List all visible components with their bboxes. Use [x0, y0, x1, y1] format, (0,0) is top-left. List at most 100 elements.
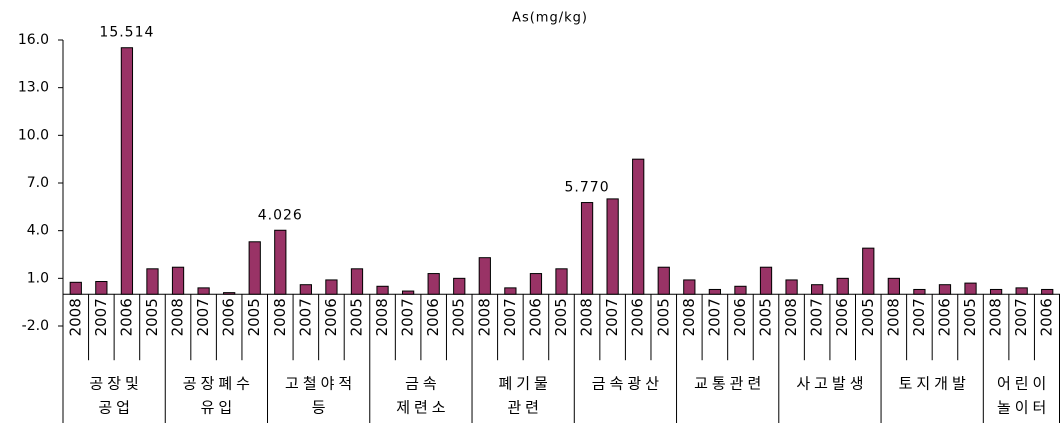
bar — [504, 287, 517, 295]
bar — [836, 277, 849, 295]
bar — [427, 273, 440, 295]
x-tick-label: 2008 — [169, 298, 187, 336]
x-tick-label: 2006 — [833, 298, 851, 336]
bar — [708, 288, 722, 295]
group-label: 제련소 — [396, 399, 449, 417]
x-tick-label: 2006 — [322, 298, 340, 336]
group-label: 토지개발 — [899, 375, 970, 393]
group-label: 공업 — [98, 399, 134, 417]
bar — [197, 287, 210, 295]
bar — [683, 279, 696, 295]
bar — [785, 279, 798, 295]
x-tick-label: 2005 — [450, 298, 468, 336]
x-tick-label: 2005 — [961, 298, 979, 336]
group-label: 금속 — [405, 375, 441, 393]
x-tick-label: 2005 — [245, 298, 263, 336]
bar — [1041, 288, 1054, 295]
bar — [555, 268, 568, 295]
bar — [453, 277, 466, 295]
y-tick-label: 4.0 — [27, 223, 49, 239]
y-tick-label: 16.0 — [18, 32, 49, 48]
x-tick-label: 2008 — [66, 298, 84, 336]
x-tick-label: 2007 — [194, 298, 212, 336]
bar — [1015, 287, 1028, 295]
bar — [964, 282, 977, 295]
bar — [632, 158, 645, 295]
x-tick-label: 2006 — [424, 298, 442, 336]
group-label: 어린이 — [997, 375, 1050, 393]
bar — [171, 266, 185, 295]
bar — [478, 257, 491, 295]
x-tick-label: 2008 — [987, 298, 1005, 336]
group-label: 등 — [312, 399, 330, 417]
x-tick-label: 2005 — [859, 298, 877, 336]
x-tick-label: 2007 — [296, 298, 314, 336]
bar — [325, 279, 338, 295]
chart-title: As(mg/kg) — [512, 11, 588, 26]
x-tick-label: 2006 — [935, 298, 953, 336]
x-tick-label: 2006 — [117, 298, 135, 336]
bar — [529, 273, 543, 295]
x-tick-label: 2005 — [552, 298, 570, 336]
y-tick-label: 10.0 — [18, 127, 49, 143]
bar — [376, 285, 389, 295]
x-tick-label: 2006 — [220, 298, 238, 336]
x-tick-label: 2006 — [629, 298, 647, 336]
group-label: 공장및 — [89, 375, 142, 393]
x-tick-label: 2005 — [757, 298, 775, 336]
bar — [759, 266, 773, 295]
x-tick-label: 2007 — [910, 298, 928, 336]
group-label: 공장폐수 — [183, 375, 254, 393]
bar — [913, 288, 926, 295]
x-tick-label: 2005 — [654, 298, 672, 336]
bar — [657, 266, 670, 295]
x-tick-label: 2007 — [603, 298, 621, 336]
bar — [146, 268, 159, 295]
x-tick-label: 2007 — [399, 298, 417, 336]
x-tick-label: 2006 — [731, 298, 749, 336]
x-tick-label: 2008 — [884, 298, 902, 336]
bar — [350, 268, 364, 295]
bar — [120, 47, 134, 295]
group-label: 관련 — [507, 399, 543, 417]
group-label: 교통관련 — [694, 375, 765, 393]
x-tick-label: 2007 — [808, 298, 826, 336]
bar — [989, 288, 1003, 295]
group-label: 폐기물 — [498, 375, 551, 393]
x-tick-label: 2008 — [475, 298, 493, 336]
x-tick-label: 2008 — [578, 298, 596, 336]
bar — [223, 292, 236, 295]
group-label: 사고발생 — [796, 375, 867, 393]
x-tick-label: 2005 — [143, 298, 161, 336]
x-tick-label: 2006 — [1038, 298, 1056, 336]
group-label: 유입 — [201, 399, 237, 417]
bar — [580, 202, 594, 295]
data-label: 15.514 — [99, 25, 154, 41]
bar — [248, 241, 261, 295]
x-tick-label: 2008 — [782, 298, 800, 336]
x-tick-label: 2008 — [373, 298, 391, 336]
bar — [811, 284, 824, 295]
y-tick-label: 7.0 — [27, 175, 49, 191]
y-tick-label: -2.0 — [22, 318, 49, 334]
y-tick-label: 1.0 — [27, 270, 49, 286]
x-tick-label: 2007 — [705, 298, 723, 336]
bar — [299, 284, 312, 295]
bar — [862, 247, 875, 295]
x-tick-label: 2008 — [271, 298, 289, 336]
bar — [401, 290, 415, 295]
x-tick-label: 2007 — [92, 298, 110, 336]
bar — [887, 277, 900, 295]
group-label: 고철야적 — [285, 375, 356, 393]
data-label: 4.026 — [258, 207, 303, 223]
group-label: 놀이터 — [997, 399, 1050, 417]
bar — [95, 281, 108, 295]
x-tick-label: 2005 — [347, 298, 365, 336]
bar — [69, 281, 82, 295]
group-label: 금속광산 — [592, 375, 663, 393]
x-tick-label: 2007 — [1012, 298, 1030, 336]
bar — [734, 285, 747, 295]
x-tick-label: 2008 — [680, 298, 698, 336]
bar — [274, 229, 287, 295]
